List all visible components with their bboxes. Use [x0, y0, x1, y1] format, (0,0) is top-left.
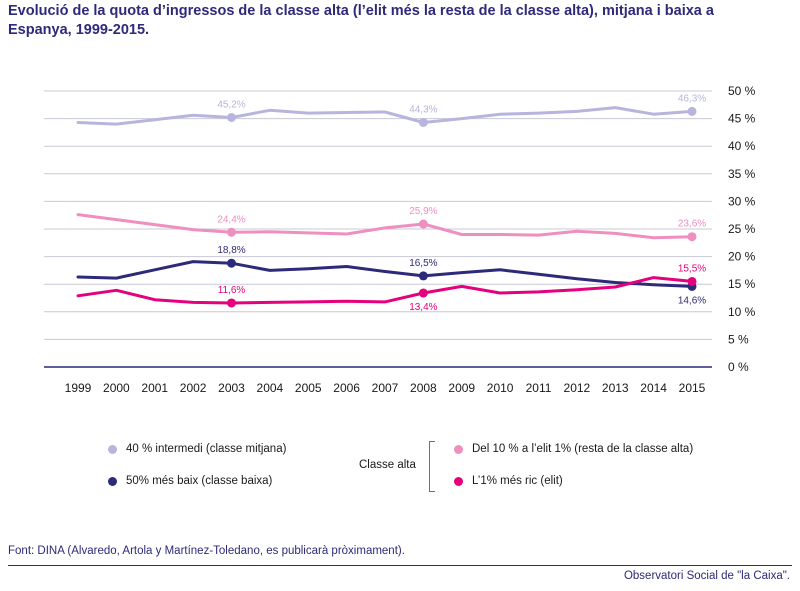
x-tick-label: 2007: [372, 381, 399, 395]
chart-title: Evolució de la quota d’ingressos de la c…: [8, 3, 714, 38]
x-tick-label: 2000: [103, 381, 130, 395]
data-label: 23,6%: [678, 219, 706, 230]
legend-label-rest-upper-class: Del 10 % a l’elit 1% (resta de la classe…: [472, 443, 694, 455]
legend-marker-elite: [454, 476, 463, 486]
legend-item-lower-class: 50% més baix (classe baixa): [108, 475, 272, 487]
series-line: [76, 106, 694, 126]
data-point-marker: [418, 271, 428, 281]
y-tick-label: 0 %: [728, 360, 749, 374]
series-line: [76, 276, 694, 305]
data-point-marker: [687, 276, 697, 286]
y-tick-label: 45 %: [728, 112, 756, 126]
source-note: Font: DINA (Alvaredo, Artola y Martínez-…: [8, 545, 405, 557]
x-tick-label: 2015: [679, 381, 706, 395]
credit: Observatori Social de "la Caixa".: [623, 570, 790, 582]
data-point-marker: [687, 232, 697, 242]
data-point-marker: [227, 258, 236, 268]
data-label: 44,3%: [409, 104, 437, 115]
y-tick-label: 15 %: [728, 277, 756, 291]
x-tick-label: 2005: [295, 381, 322, 395]
x-tick-label: 2010: [487, 381, 514, 395]
x-tick-label: 2003: [218, 381, 245, 395]
y-tick-label: 40 %: [728, 139, 756, 153]
data-point-marker: [418, 219, 428, 229]
data-point-marker: [418, 117, 428, 127]
x-tick-label: 2004: [257, 381, 284, 395]
data-point-marker: [687, 106, 697, 116]
legend-label-elite: L’1% més ric (elit): [472, 475, 563, 487]
x-tick-label: 2011: [526, 381, 552, 395]
legend-label-middle-class: 40 % intermedi (classe mitjana): [126, 443, 287, 455]
x-tick-label: 2012: [564, 381, 591, 395]
legend-item-rest-upper-class: Del 10 % a l’elit 1% (resta de la classe…: [454, 443, 693, 455]
data-label: 24,4%: [217, 214, 245, 225]
x-tick-label: 2013: [602, 381, 629, 395]
y-tick-label: 25 %: [728, 222, 756, 236]
legend-item-middle-class: 40 % intermedi (classe mitjana): [108, 443, 286, 455]
y-tick-label: 5 %: [728, 332, 749, 346]
legend-group-bracket: [429, 441, 436, 492]
data-label: 11,6%: [218, 285, 246, 296]
x-tick-label: 2001: [141, 381, 168, 395]
legend-item-elite: L’1% més ric (elit): [454, 475, 563, 487]
x-tick-label: 1999: [65, 381, 92, 395]
data-label: 18,8%: [217, 245, 245, 256]
legend-marker-middle-class: [108, 444, 117, 454]
x-tick-label: 2014: [640, 381, 667, 395]
y-tick-label: 30 %: [728, 194, 756, 208]
data-label: 14,6%: [678, 295, 706, 306]
legend-marker-lower-class: [108, 476, 117, 486]
data-label: 16,5%: [409, 258, 437, 269]
footer-divider: [8, 565, 792, 566]
series-line: [76, 260, 694, 288]
series-line: [76, 213, 694, 240]
data-label: 45,2%: [217, 99, 245, 110]
data-point-marker: [227, 112, 236, 122]
y-tick-label: 10 %: [728, 305, 756, 319]
x-tick-label: 2009: [448, 381, 475, 395]
y-tick-label: 35 %: [728, 167, 756, 181]
data-point-marker: [227, 227, 236, 237]
x-tick-label: 2008: [410, 381, 437, 395]
data-label: 25,9%: [409, 206, 437, 217]
legend-marker-rest-upper-class: [454, 444, 463, 454]
data-label: 15,5%: [678, 263, 706, 274]
x-tick-label: 2002: [180, 381, 207, 395]
y-tick-label: 50 %: [728, 84, 756, 98]
data-label: 13,4%: [409, 302, 437, 313]
data-label: 46,3%: [678, 93, 706, 104]
line-chart: 0 % 5 % 10 % 15 % 20 % 25 % 30 % 35 % 40 % 45 % 50…: [44, 84, 756, 395]
legend-group-label: Classe alta: [359, 459, 416, 471]
legend-label-lower-class: 50% més baix (classe baixa): [126, 475, 273, 487]
x-tick-label: 2006: [333, 381, 360, 395]
data-point-marker: [418, 288, 428, 298]
data-point-marker: [227, 298, 236, 308]
y-tick-label: 20 %: [728, 250, 756, 264]
